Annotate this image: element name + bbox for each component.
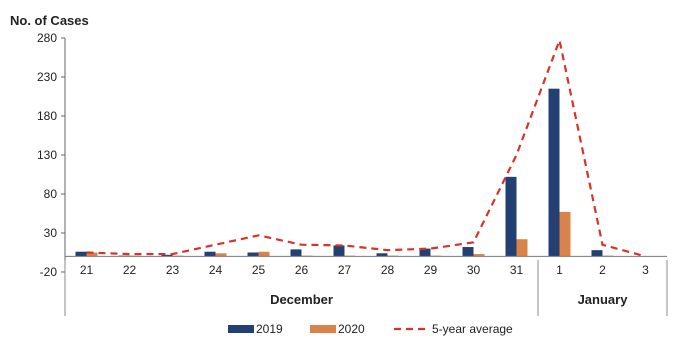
x-tick-label: 3 xyxy=(642,263,649,277)
bar-2020 xyxy=(473,254,485,257)
legend-label: 2020 xyxy=(338,322,365,336)
x-tick-label: 1 xyxy=(556,263,563,277)
bar-2019 xyxy=(161,254,173,257)
bar-2019 xyxy=(548,88,560,257)
y-tick-label: 180 xyxy=(37,109,57,123)
legend: 2019 2020 5-year average xyxy=(228,322,513,336)
legend-swatch xyxy=(310,325,336,333)
bar-2019 xyxy=(419,248,431,257)
x-tick-label: 27 xyxy=(338,263,352,277)
x-tick-label: 22 xyxy=(123,263,137,277)
bar-2020 xyxy=(215,253,227,257)
x-tick-label: 21 xyxy=(80,263,94,277)
bar-2019 xyxy=(204,251,216,257)
bar-2019 xyxy=(505,176,517,257)
bar-2020 xyxy=(258,251,270,257)
legend-label: 5-year average xyxy=(432,322,513,336)
x-tick-label: 25 xyxy=(252,263,266,277)
bar-2019 xyxy=(591,250,603,257)
legend-swatch xyxy=(228,325,254,333)
x-tick-label: 28 xyxy=(381,263,395,277)
series-line-5-year-average xyxy=(86,36,646,258)
x-tick-label: 24 xyxy=(209,263,223,277)
bar-2019 xyxy=(376,253,388,257)
x-tick-label: 26 xyxy=(295,263,309,277)
bar-2019 xyxy=(290,249,302,257)
y-axis-title: No. of Cases xyxy=(10,13,89,28)
y-tick-label: 80 xyxy=(44,187,58,201)
y-tick-label: 130 xyxy=(37,148,57,162)
y-tick-label: 230 xyxy=(37,70,57,84)
x-tick-label: 2 xyxy=(599,263,606,277)
bar-2019 xyxy=(75,251,87,257)
y-tick-label: 280 xyxy=(37,31,57,45)
bar-2020 xyxy=(516,239,528,257)
x-tick-label: 29 xyxy=(424,263,438,277)
x-tick-label: 31 xyxy=(510,263,524,277)
x-tick-label: 23 xyxy=(166,263,180,277)
bar-2020 xyxy=(86,252,98,257)
bar-2019 xyxy=(462,247,474,257)
x-group-label: January xyxy=(578,292,629,307)
bar-2019 xyxy=(247,252,259,257)
bar-2019 xyxy=(333,245,345,257)
bar-2020 xyxy=(559,211,571,257)
y-tick-label: 30 xyxy=(44,226,58,240)
x-group-label: December xyxy=(270,292,333,307)
y-tick-label: -20 xyxy=(40,265,58,279)
x-tick-label: 30 xyxy=(467,263,481,277)
legend-label: 2019 xyxy=(256,322,283,336)
